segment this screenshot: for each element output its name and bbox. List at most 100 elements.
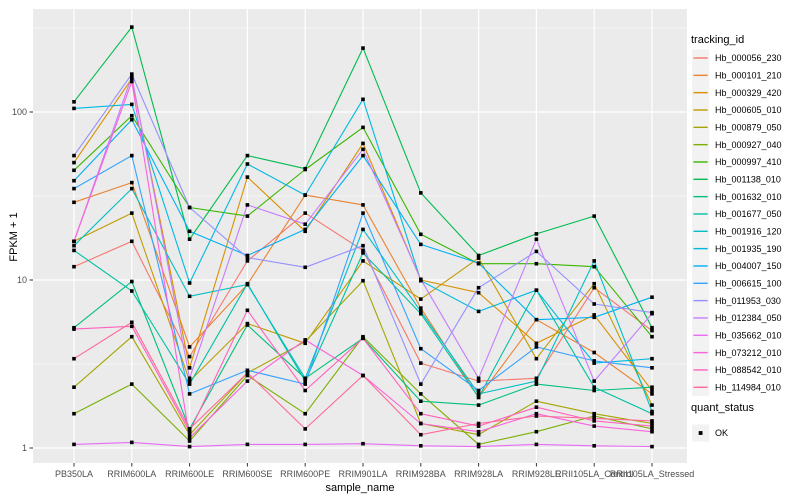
legend-item-label: Hb_088542_010	[715, 365, 782, 375]
data-point	[419, 242, 423, 247]
x-axis-label: RRIM928BA	[396, 469, 446, 479]
data-point	[592, 285, 596, 290]
data-point	[245, 203, 250, 207]
legend-item-label: Hb_012384_050	[715, 313, 782, 323]
data-point	[534, 411, 539, 416]
legend-item-label: Hb_004007_150	[715, 261, 782, 271]
y-axis-label: 10	[17, 275, 27, 285]
data-point	[534, 261, 539, 266]
data-point	[592, 264, 596, 269]
data-point	[534, 232, 539, 236]
data-point	[72, 160, 76, 165]
data-point	[534, 317, 539, 322]
data-point	[72, 327, 76, 331]
data-point	[419, 309, 423, 314]
data-point	[72, 248, 76, 253]
data-point	[187, 345, 192, 349]
data-point	[361, 251, 365, 255]
quant-legend-marker	[698, 431, 703, 435]
data-point	[419, 191, 423, 195]
data-point	[650, 427, 654, 431]
data-point	[592, 350, 596, 355]
data-point	[534, 341, 539, 346]
data-point	[361, 243, 365, 248]
data-point	[130, 324, 134, 329]
data-point	[650, 366, 654, 370]
data-point	[303, 382, 307, 386]
data-point	[592, 214, 596, 218]
data-point	[419, 277, 423, 282]
data-point	[245, 214, 250, 218]
y-axis-label: 1	[22, 443, 27, 453]
data-point	[592, 302, 596, 306]
data-point	[187, 205, 192, 210]
legend-title-tracking-id: tracking_id	[691, 34, 745, 46]
data-point	[592, 313, 596, 317]
data-point	[592, 414, 596, 418]
data-point	[476, 388, 481, 393]
x-axis-label: RRIM600SE	[222, 469, 272, 479]
data-point	[72, 239, 76, 244]
legend-item-label: Hb_001916_120	[715, 227, 782, 237]
data-point	[476, 432, 481, 437]
data-point	[534, 249, 539, 254]
data-point	[650, 424, 654, 428]
data-point	[303, 442, 307, 447]
data-point	[72, 178, 76, 183]
data-point	[361, 259, 365, 263]
data-point	[187, 354, 192, 359]
data-point	[187, 439, 192, 443]
x-axis-label: RRII105LA_Control	[555, 469, 633, 479]
data-point	[303, 265, 307, 270]
data-point	[534, 429, 539, 434]
data-point	[130, 113, 134, 118]
data-point	[476, 395, 481, 400]
data-point	[72, 385, 76, 389]
data-point	[476, 424, 481, 428]
data-point	[534, 414, 539, 418]
data-point	[72, 153, 76, 158]
data-point	[476, 421, 481, 426]
data-point	[72, 264, 76, 269]
data-point	[534, 288, 539, 292]
data-point	[130, 117, 134, 122]
data-point	[303, 379, 307, 383]
data-point	[592, 359, 596, 363]
legend-item-label: Hb_011953_030	[715, 296, 781, 306]
data-point	[361, 211, 365, 215]
data-point	[476, 442, 481, 447]
data-point	[187, 444, 192, 449]
data-point	[476, 290, 481, 295]
legend-item-label: Hb_006615_100	[715, 278, 782, 288]
data-point	[130, 25, 134, 29]
legend-item-label: Hb_000879_050	[715, 123, 782, 133]
legend-item-label: Hb_073212_010	[715, 348, 782, 358]
data-point	[130, 76, 134, 81]
data-point	[592, 419, 596, 423]
data-point	[303, 338, 307, 342]
data-point	[130, 211, 134, 215]
data-point	[245, 175, 250, 179]
data-point	[650, 392, 654, 396]
data-point	[419, 306, 423, 310]
data-point	[303, 211, 307, 215]
data-point	[187, 366, 192, 370]
x-axis-label: RRIM901LA	[338, 469, 387, 479]
data-point	[476, 285, 481, 290]
data-point	[245, 373, 250, 378]
data-point	[592, 361, 596, 365]
x-axis-label: RRII105LA_Stressed	[610, 469, 695, 479]
data-point	[419, 311, 423, 316]
data-point	[419, 232, 423, 237]
data-point	[187, 382, 192, 386]
data-point	[361, 373, 365, 378]
data-point	[650, 403, 654, 407]
data-point	[592, 379, 596, 383]
data-point	[72, 106, 76, 111]
legend-item-label: Hb_001138_010	[715, 175, 781, 185]
data-point	[476, 403, 481, 407]
data-point	[650, 421, 654, 426]
data-point	[303, 376, 307, 381]
data-point	[650, 356, 654, 361]
data-point	[419, 361, 423, 365]
